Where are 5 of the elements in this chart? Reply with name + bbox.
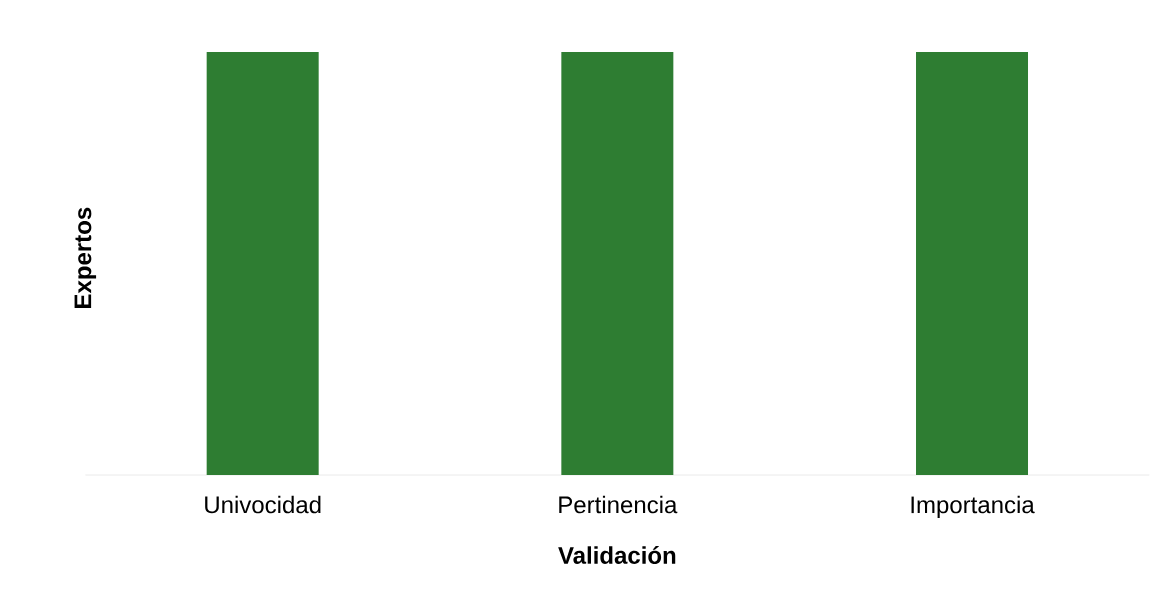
y-axis-title: Expertos <box>74 207 97 308</box>
x-tick-label: Univocidad <box>205 495 321 514</box>
x-axis-title: Validación <box>558 546 676 564</box>
x-tick-label: Pertinencia <box>559 495 678 514</box>
x-tick-label: Importancia <box>911 495 1035 519</box>
